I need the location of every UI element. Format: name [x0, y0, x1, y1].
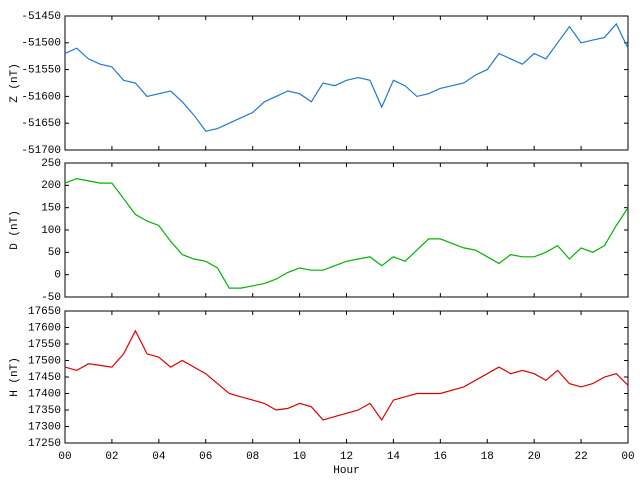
y-tick-label: 17650 [28, 306, 61, 318]
x-tick-label: 16 [434, 451, 447, 463]
x-tick-label: 14 [387, 451, 401, 463]
y-tick-label: -51600 [21, 91, 61, 103]
y-tick-label: 250 [41, 158, 61, 170]
y-tick-label: 17600 [28, 322, 61, 334]
x-tick-label: 08 [246, 451, 259, 463]
y-tick-label: 0 [54, 270, 61, 282]
data-line [64, 329, 629, 422]
x-tick-label: 00 [58, 451, 71, 463]
x-tick-label: 02 [105, 451, 118, 463]
x-tick-label: 04 [152, 451, 166, 463]
y-tick-label: 17250 [28, 438, 61, 450]
x-axis-label: Hour [333, 465, 359, 477]
data-line [64, 22, 629, 132]
y-tick-label: -50 [41, 292, 61, 304]
y-tick-label: -51650 [21, 118, 61, 130]
y-tick-label: -51700 [21, 145, 61, 157]
x-tick-label: 12 [340, 451, 353, 463]
y-tick-label: 17350 [28, 405, 61, 417]
data-line [64, 177, 629, 289]
y-tick-label: 150 [41, 203, 61, 215]
x-tick-label: 22 [574, 451, 587, 463]
y-tick-label: 17400 [28, 388, 61, 400]
plot-frame [64, 310, 629, 444]
y-tick-label: 100 [41, 225, 61, 237]
y-tick-label: 200 [41, 180, 61, 192]
y-tick-label: -51500 [21, 38, 61, 50]
x-tick-label: 20 [528, 451, 541, 463]
y-tick-label: 17450 [28, 372, 61, 384]
y-axis-label: H (nT) [9, 357, 21, 397]
y-tick-label: 17300 [28, 421, 61, 433]
x-tick-label: 00 [621, 451, 634, 463]
y-tick-label: -51550 [21, 65, 61, 77]
y-tick-label: 17550 [28, 339, 61, 351]
x-tick-label: 06 [199, 451, 212, 463]
x-tick-label: 18 [481, 451, 494, 463]
y-tick-label: 17500 [28, 355, 61, 367]
y-tick-label: 50 [48, 247, 61, 259]
plot-frame [64, 162, 629, 298]
x-tick-label: 10 [293, 451, 306, 463]
y-axis-label: Z (nT) [9, 63, 21, 103]
y-tick-label: -51450 [21, 11, 61, 23]
plot-frame [64, 15, 629, 151]
y-axis-label: D (nT) [9, 210, 21, 250]
